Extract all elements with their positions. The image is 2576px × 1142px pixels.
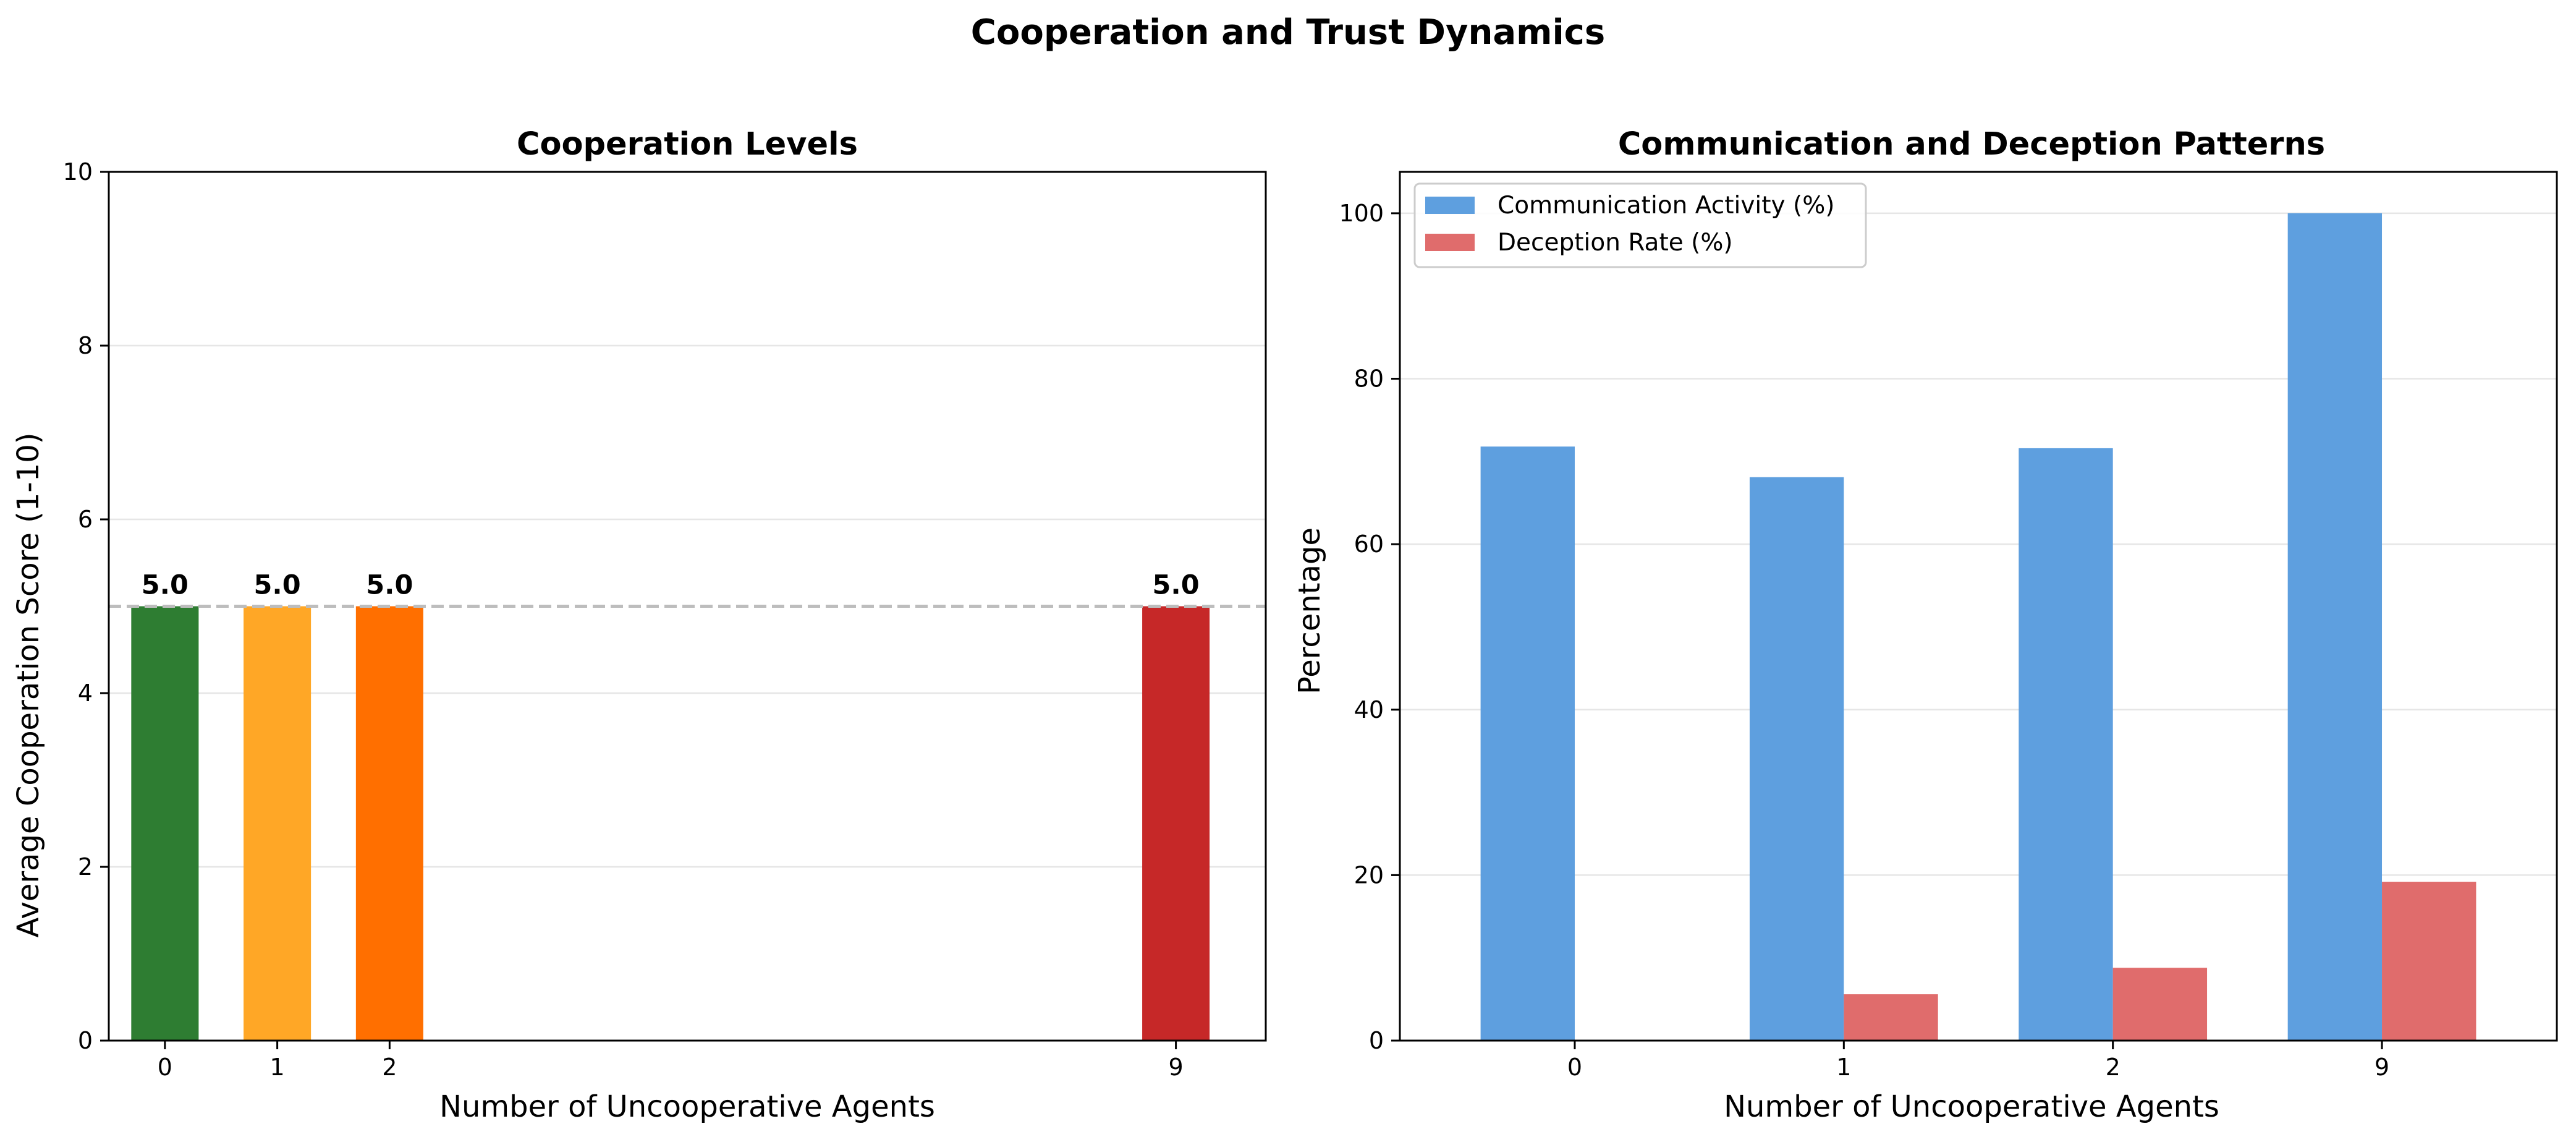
left-bar (355, 606, 423, 1041)
right-y-tick-label: 40 (1354, 696, 1384, 723)
left-bar-value-label: 5.0 (254, 570, 301, 601)
right-y-tick-label: 20 (1354, 861, 1384, 888)
right-plot-frame (1399, 171, 2558, 1042)
left-bar-value-label: 5.0 (142, 570, 189, 601)
communication-bar (1480, 446, 1575, 1041)
communication-bar (2287, 213, 2383, 1041)
left-bars (131, 606, 1210, 1041)
deception-bar (2112, 968, 2208, 1041)
communication-deception-chart: Communication and Deception Patterns Num… (1292, 126, 2558, 1124)
left-y-tick-label: 8 (78, 332, 93, 359)
right-y-tick-label: 60 (1354, 531, 1384, 558)
deception-bar (1844, 994, 1938, 1041)
legend-box (1413, 182, 1867, 268)
right-x-tick-label: 9 (2375, 1054, 2389, 1081)
left-bar-value-label: 5.0 (366, 570, 413, 601)
right-x-axis-label: Number of Uncooperative Agents (1724, 1089, 2219, 1124)
left-y-tick-label: 2 (78, 853, 93, 880)
legend-swatch-deception (1425, 234, 1475, 251)
left-y-ticks: 0 2 4 6 8 10 (63, 158, 109, 1054)
left-y-axis-label: Average Cooperation Score (1-10) (11, 432, 46, 937)
figure-title: Cooperation and Trust Dynamics (971, 12, 1605, 53)
right-y-tick-label: 100 (1339, 200, 1384, 227)
left-x-tick-label: 0 (158, 1054, 172, 1081)
legend-swatch-communication (1425, 197, 1475, 214)
left-bar-value-label: 5.0 (1153, 570, 1200, 601)
left-y-tick-label: 4 (78, 680, 93, 707)
right-x-ticks: 0 1 2 9 (1567, 1041, 2389, 1081)
left-y-tick-label: 6 (78, 506, 93, 533)
left-value-labels: 5.0 5.0 5.0 5.0 (142, 570, 1200, 601)
communication-bar (1749, 477, 1844, 1041)
deception-bar (2382, 882, 2476, 1041)
right-x-tick-label: 2 (2106, 1054, 2121, 1081)
left-bar (244, 606, 311, 1041)
right-y-ticks: 0 20 40 60 80 100 (1339, 200, 1400, 1054)
right-y-tick-label: 80 (1354, 365, 1384, 393)
left-x-ticks: 0 1 2 9 (158, 1041, 1184, 1081)
left-chart-title: Cooperation Levels (517, 126, 858, 163)
legend-label-deception: Deception Rate (%) (1498, 229, 1733, 257)
left-bar (131, 606, 199, 1041)
left-plot-frame (108, 171, 1267, 1042)
left-x-axis-label: Number of Uncooperative Agents (439, 1089, 935, 1124)
right-bars (1480, 213, 2476, 1041)
right-x-tick-label: 1 (1836, 1054, 1851, 1081)
right-y-axis-label: Percentage (1292, 527, 1327, 694)
right-x-tick-label: 0 (1567, 1054, 1582, 1081)
left-y-tick-label: 10 (63, 158, 93, 185)
right-y-tick-label: 0 (1369, 1027, 1384, 1054)
left-y-tick-label: 0 (78, 1027, 93, 1054)
left-x-tick-label: 2 (382, 1054, 397, 1081)
legend-label-communication: Communication Activity (%) (1498, 192, 1835, 219)
left-bar (1142, 606, 1210, 1041)
right-chart-title: Communication and Deception Patterns (1618, 126, 2325, 163)
left-x-tick-label: 9 (1169, 1054, 1184, 1081)
communication-bar (2019, 448, 2113, 1041)
left-x-tick-label: 1 (270, 1054, 285, 1081)
legend: Communication Activity (%) Deception Rat… (1413, 182, 1867, 268)
cooperation-levels-chart: Cooperation Levels Number of Uncooperati… (11, 126, 1267, 1124)
